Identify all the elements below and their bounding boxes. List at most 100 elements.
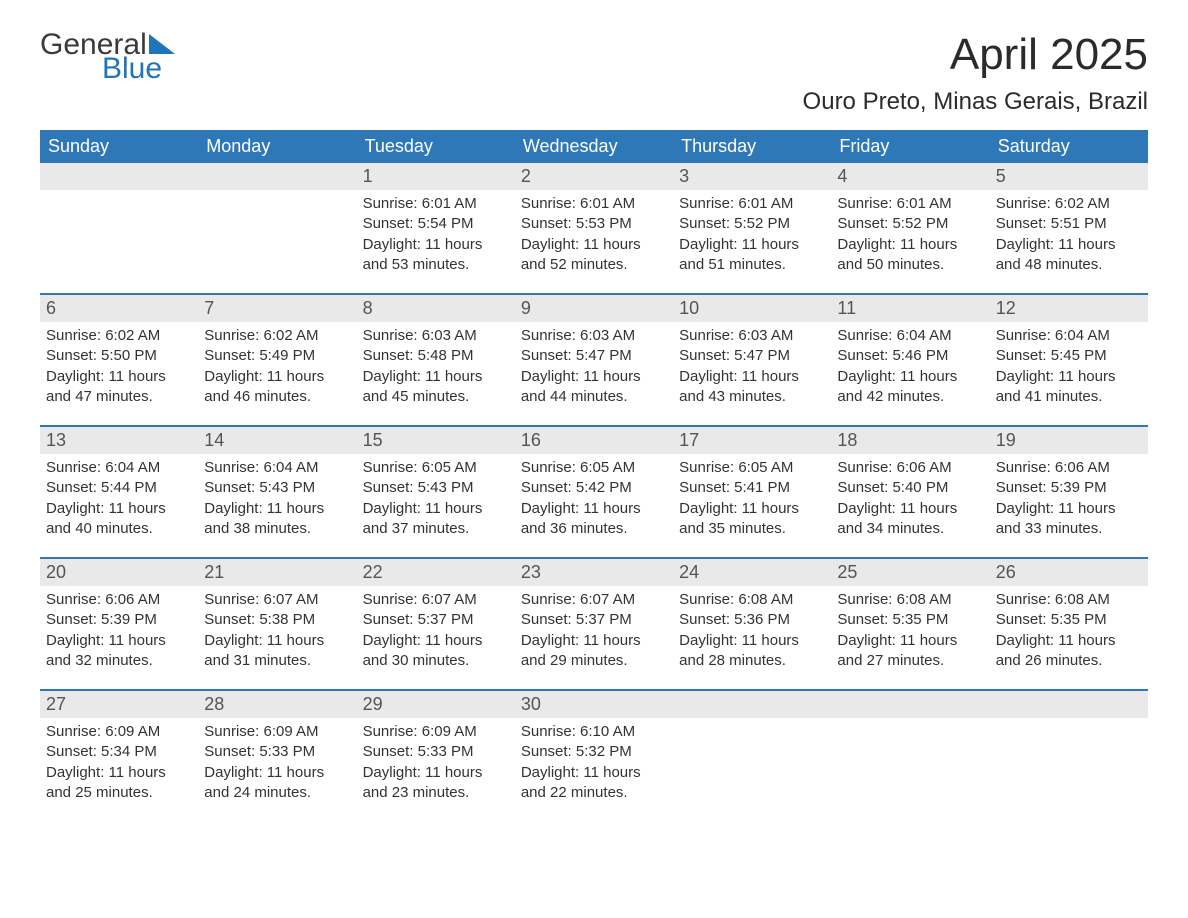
day-cell: 22Sunrise: 6:07 AMSunset: 5:37 PMDayligh…	[357, 559, 515, 689]
day-number: 21	[198, 559, 356, 586]
sunset-text: Sunset: 5:32 PM	[521, 742, 667, 762]
sunrise-text: Sunrise: 6:04 AM	[996, 326, 1142, 346]
day-details: Sunrise: 6:07 AMSunset: 5:38 PMDaylight:…	[198, 586, 356, 681]
sunrise-text: Sunrise: 6:02 AM	[204, 326, 350, 346]
daylight-line2: and 23 minutes.	[363, 783, 509, 803]
sunrise-text: Sunrise: 6:06 AM	[996, 458, 1142, 478]
day-details: Sunrise: 6:08 AMSunset: 5:35 PMDaylight:…	[990, 586, 1148, 681]
day-number	[831, 691, 989, 718]
day-cell: 30Sunrise: 6:10 AMSunset: 5:32 PMDayligh…	[515, 691, 673, 821]
daylight-line2: and 46 minutes.	[204, 387, 350, 407]
sunset-text: Sunset: 5:47 PM	[679, 346, 825, 366]
day-cell: 28Sunrise: 6:09 AMSunset: 5:33 PMDayligh…	[198, 691, 356, 821]
sunrise-text: Sunrise: 6:01 AM	[363, 194, 509, 214]
day-number: 20	[40, 559, 198, 586]
day-details: Sunrise: 6:01 AMSunset: 5:52 PMDaylight:…	[831, 190, 989, 285]
daylight-line2: and 31 minutes.	[204, 651, 350, 671]
daylight-line2: and 48 minutes.	[996, 255, 1142, 275]
daylight-line2: and 22 minutes.	[521, 783, 667, 803]
daylight-line2: and 34 minutes.	[837, 519, 983, 539]
day-number: 23	[515, 559, 673, 586]
daylight-line2: and 30 minutes.	[363, 651, 509, 671]
location-subtitle: Ouro Preto, Minas Gerais, Brazil	[803, 88, 1148, 116]
daylight-line1: Daylight: 11 hours	[363, 631, 509, 651]
day-cell: 26Sunrise: 6:08 AMSunset: 5:35 PMDayligh…	[990, 559, 1148, 689]
daylight-line2: and 43 minutes.	[679, 387, 825, 407]
daylight-line2: and 26 minutes.	[996, 651, 1142, 671]
daylight-line1: Daylight: 11 hours	[996, 631, 1142, 651]
daylight-line1: Daylight: 11 hours	[46, 763, 192, 783]
day-cell: 19Sunrise: 6:06 AMSunset: 5:39 PMDayligh…	[990, 427, 1148, 557]
day-details: Sunrise: 6:01 AMSunset: 5:54 PMDaylight:…	[357, 190, 515, 285]
day-number: 9	[515, 295, 673, 322]
daylight-line1: Daylight: 11 hours	[521, 763, 667, 783]
weekday-header: Friday	[831, 130, 989, 163]
day-cell: 13Sunrise: 6:04 AMSunset: 5:44 PMDayligh…	[40, 427, 198, 557]
day-number: 25	[831, 559, 989, 586]
weekday-header: Wednesday	[515, 130, 673, 163]
day-cell: 17Sunrise: 6:05 AMSunset: 5:41 PMDayligh…	[673, 427, 831, 557]
day-number: 13	[40, 427, 198, 454]
sunrise-text: Sunrise: 6:04 AM	[46, 458, 192, 478]
day-cell: 27Sunrise: 6:09 AMSunset: 5:34 PMDayligh…	[40, 691, 198, 821]
day-number	[40, 163, 198, 190]
daylight-line2: and 24 minutes.	[204, 783, 350, 803]
sunrise-text: Sunrise: 6:03 AM	[363, 326, 509, 346]
calendar: SundayMondayTuesdayWednesdayThursdayFrid…	[40, 130, 1148, 821]
day-number: 7	[198, 295, 356, 322]
day-details: Sunrise: 6:08 AMSunset: 5:35 PMDaylight:…	[831, 586, 989, 681]
daylight-line1: Daylight: 11 hours	[363, 235, 509, 255]
daylight-line1: Daylight: 11 hours	[679, 367, 825, 387]
day-cell: 11Sunrise: 6:04 AMSunset: 5:46 PMDayligh…	[831, 295, 989, 425]
weekday-header-row: SundayMondayTuesdayWednesdayThursdayFrid…	[40, 130, 1148, 163]
day-cell: 8Sunrise: 6:03 AMSunset: 5:48 PMDaylight…	[357, 295, 515, 425]
day-number: 17	[673, 427, 831, 454]
sunset-text: Sunset: 5:38 PM	[204, 610, 350, 630]
day-details: Sunrise: 6:06 AMSunset: 5:40 PMDaylight:…	[831, 454, 989, 549]
weekday-header: Sunday	[40, 130, 198, 163]
day-number: 19	[990, 427, 1148, 454]
page-header: General Blue April 2025 Ouro Preto, Mina…	[40, 30, 1148, 116]
daylight-line1: Daylight: 11 hours	[521, 499, 667, 519]
daylight-line1: Daylight: 11 hours	[679, 235, 825, 255]
week-row: 13Sunrise: 6:04 AMSunset: 5:44 PMDayligh…	[40, 425, 1148, 557]
weekday-header: Saturday	[990, 130, 1148, 163]
day-cell: 21Sunrise: 6:07 AMSunset: 5:38 PMDayligh…	[198, 559, 356, 689]
daylight-line1: Daylight: 11 hours	[363, 367, 509, 387]
sunset-text: Sunset: 5:35 PM	[996, 610, 1142, 630]
daylight-line2: and 32 minutes.	[46, 651, 192, 671]
sunrise-text: Sunrise: 6:08 AM	[837, 590, 983, 610]
sunrise-text: Sunrise: 6:02 AM	[46, 326, 192, 346]
day-details: Sunrise: 6:02 AMSunset: 5:50 PMDaylight:…	[40, 322, 198, 417]
daylight-line2: and 38 minutes.	[204, 519, 350, 539]
logo-text-blue: Blue	[102, 54, 175, 84]
day-details: Sunrise: 6:01 AMSunset: 5:53 PMDaylight:…	[515, 190, 673, 285]
daylight-line2: and 37 minutes.	[363, 519, 509, 539]
sunset-text: Sunset: 5:52 PM	[679, 214, 825, 234]
sunset-text: Sunset: 5:40 PM	[837, 478, 983, 498]
daylight-line2: and 25 minutes.	[46, 783, 192, 803]
day-number: 22	[357, 559, 515, 586]
day-details: Sunrise: 6:05 AMSunset: 5:42 PMDaylight:…	[515, 454, 673, 549]
daylight-line1: Daylight: 11 hours	[996, 367, 1142, 387]
daylight-line1: Daylight: 11 hours	[837, 631, 983, 651]
daylight-line1: Daylight: 11 hours	[521, 631, 667, 651]
day-details: Sunrise: 6:02 AMSunset: 5:51 PMDaylight:…	[990, 190, 1148, 285]
daylight-line2: and 27 minutes.	[837, 651, 983, 671]
logo-flag-icon	[149, 34, 175, 54]
sunset-text: Sunset: 5:53 PM	[521, 214, 667, 234]
day-details: Sunrise: 6:09 AMSunset: 5:34 PMDaylight:…	[40, 718, 198, 813]
sunset-text: Sunset: 5:50 PM	[46, 346, 192, 366]
weekday-header: Tuesday	[357, 130, 515, 163]
day-cell: 14Sunrise: 6:04 AMSunset: 5:43 PMDayligh…	[198, 427, 356, 557]
sunset-text: Sunset: 5:43 PM	[204, 478, 350, 498]
sunset-text: Sunset: 5:45 PM	[996, 346, 1142, 366]
daylight-line1: Daylight: 11 hours	[363, 499, 509, 519]
day-details: Sunrise: 6:04 AMSunset: 5:44 PMDaylight:…	[40, 454, 198, 549]
day-number	[673, 691, 831, 718]
daylight-line2: and 28 minutes.	[679, 651, 825, 671]
day-cell: 16Sunrise: 6:05 AMSunset: 5:42 PMDayligh…	[515, 427, 673, 557]
sunrise-text: Sunrise: 6:05 AM	[363, 458, 509, 478]
sunrise-text: Sunrise: 6:08 AM	[679, 590, 825, 610]
day-number: 12	[990, 295, 1148, 322]
